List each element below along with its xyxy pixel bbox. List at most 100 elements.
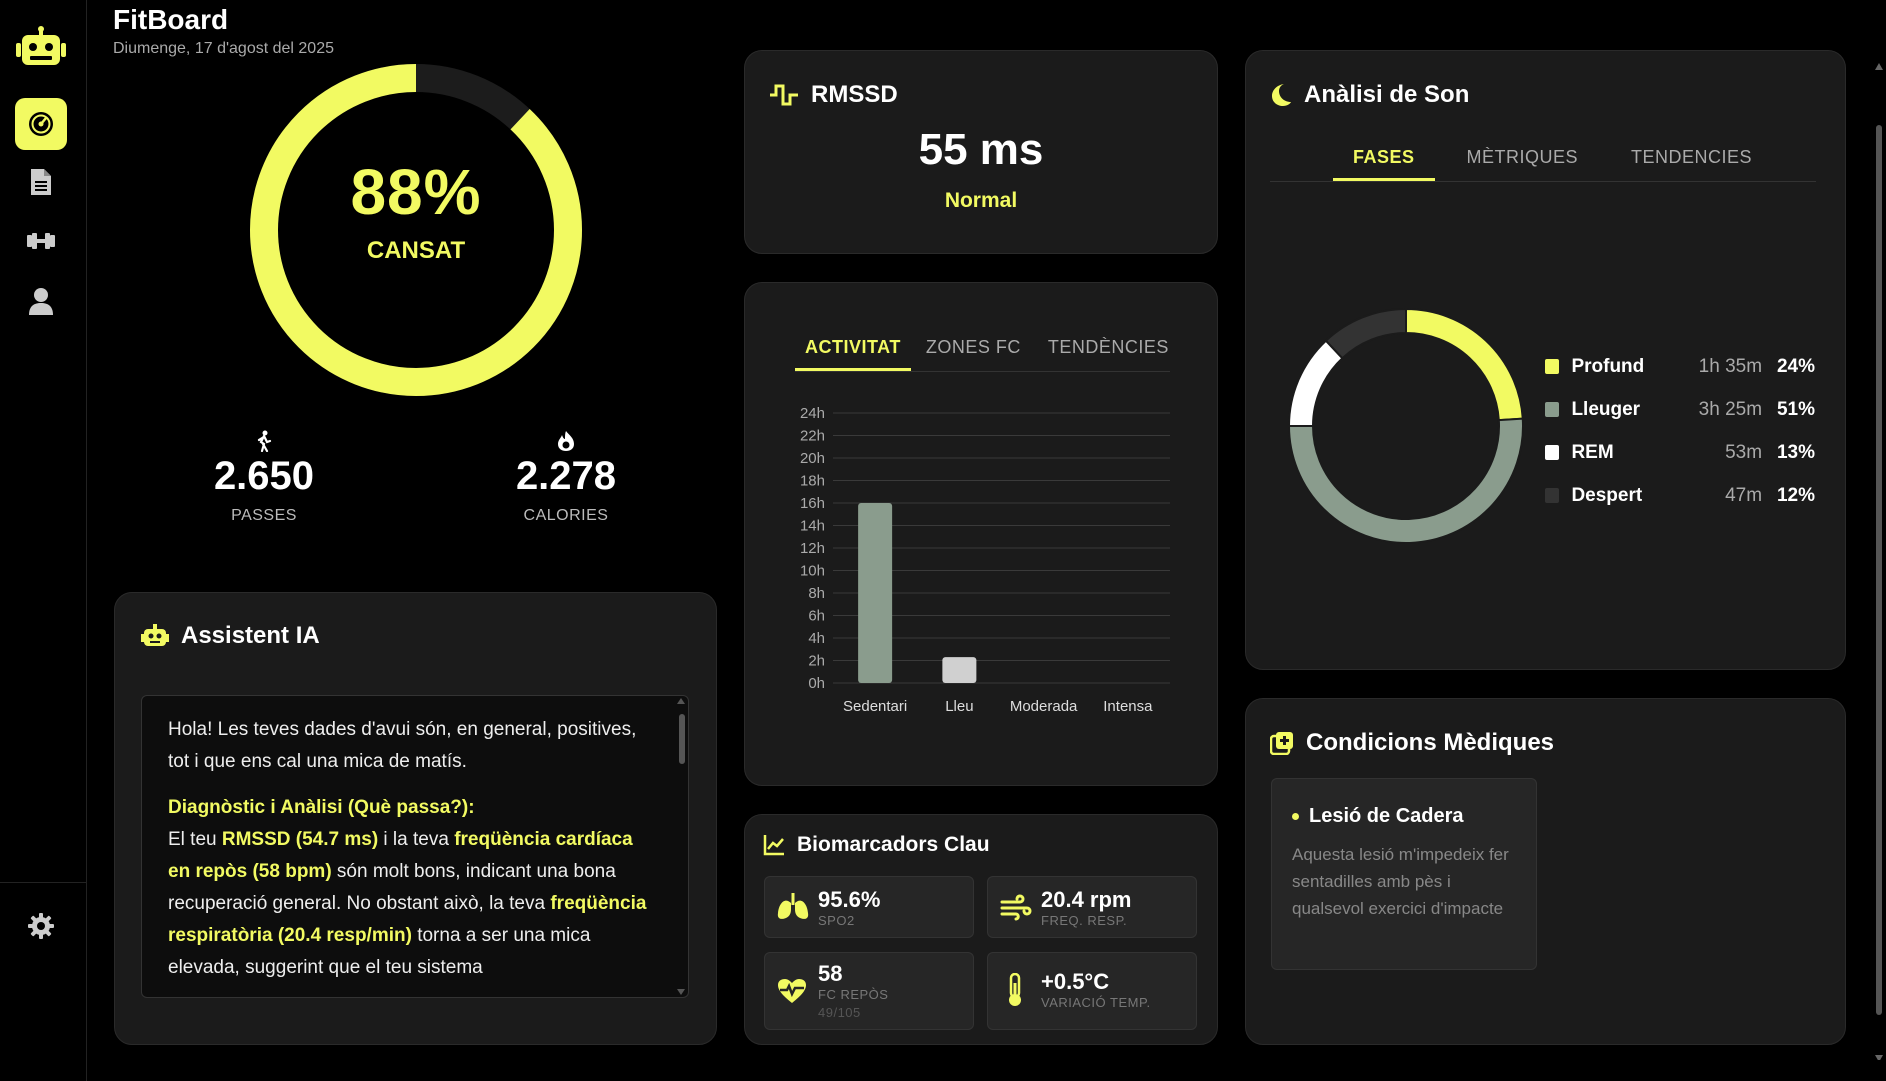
rmssd-card: RMSSD 55 ms Normal xyxy=(744,50,1218,254)
walking-icon xyxy=(257,430,272,452)
document-icon xyxy=(31,169,51,195)
sidebar xyxy=(0,0,87,1081)
y-tick-label: 6h xyxy=(808,608,825,625)
fatigue-gauge xyxy=(250,64,582,396)
donut-slice-profund xyxy=(1405,307,1524,422)
donut-slice-lleuger xyxy=(1287,417,1524,544)
medical-title: Condicions Mèdiques xyxy=(1270,729,1554,757)
scroll-up-icon[interactable] xyxy=(677,698,685,704)
activity-chart: 0h 2h 4h 6h 8h 10h 12h 14h 16h 18h 20h 22h 24h Sedent… xyxy=(800,405,1170,715)
y-tick-label: 8h xyxy=(808,585,825,602)
heart-pulse-icon xyxy=(778,979,806,1003)
y-tick-label: 22h xyxy=(800,428,825,445)
robot-icon[interactable] xyxy=(15,22,67,74)
dashboard-icon xyxy=(29,112,53,136)
medical-condition-card[interactable]: Lesió de Cadera Aquesta lesió m'impedeix… xyxy=(1271,778,1537,970)
fatigue-percent: 88% xyxy=(350,156,482,228)
app-date: Diumenge, 17 d'agost del 2025 xyxy=(113,40,334,57)
moon-icon xyxy=(1272,84,1291,106)
sleep-phases-donut xyxy=(1287,307,1524,544)
y-tick-label: 14h xyxy=(800,518,825,535)
gear-icon xyxy=(28,913,54,939)
medical-condition-desc: Aquesta lesió m'impedeix fer sentadilles… xyxy=(1292,845,1509,918)
chart-line-icon xyxy=(763,835,784,856)
biomarker-temp-variation: +0.5°C VARIACIÓ TEMP. xyxy=(987,952,1197,1030)
biomarkers-title: Biomarcadors Clau xyxy=(763,833,990,857)
assistant-message-box[interactable]: Hola! Les teves dades d'avui són, en gen… xyxy=(141,695,689,998)
scroll-down-icon[interactable] xyxy=(677,989,685,995)
tab-tendencies-son[interactable]: TENDENCIES xyxy=(1631,147,1753,167)
bullet-icon xyxy=(1292,813,1299,820)
sidebar-divider xyxy=(0,882,87,883)
biomarker-spo2: 95.6% SPO2 xyxy=(764,876,974,938)
fatigue-label: CANSAT xyxy=(366,237,466,264)
sidebar-item-workouts[interactable] xyxy=(15,215,67,267)
legend-row-lleuger: Lleuger 3h 25m 51% xyxy=(1545,388,1815,431)
sleep-legend: Profund 1h 35m 24% Lleuger 3h 25m 51% RE… xyxy=(1545,345,1815,517)
legend-swatch xyxy=(1545,359,1560,374)
tab-tendencies[interactable]: TENDÈNCIES xyxy=(1047,337,1169,357)
y-tick-label: 18h xyxy=(800,473,825,490)
x-tick-label: Sedentari xyxy=(843,698,907,715)
tab-zones-fc[interactable]: ZONES FC xyxy=(925,337,1021,357)
thermometer-icon xyxy=(1009,973,1021,1006)
legend-swatch xyxy=(1545,402,1560,417)
y-tick-label: 2h xyxy=(808,653,825,670)
biomarkers-card: Biomarcadors Clau 95.6% SPO2 20.4 rpm FR… xyxy=(744,814,1218,1045)
legend-row-profund: Profund 1h 35m 24% xyxy=(1545,345,1815,388)
app-title: FitBoard xyxy=(113,4,229,35)
steps-stat: 2.650 PASSES xyxy=(164,430,364,525)
tab-activitat[interactable]: ACTIVITAT xyxy=(795,337,911,371)
rmssd-value: 55 ms xyxy=(918,125,1044,174)
y-tick-label: 0h xyxy=(808,675,825,692)
assistant-heading: Diagnòstic i Anàlisi (Què passa?): xyxy=(168,797,475,818)
sidebar-item-dashboard[interactable] xyxy=(15,98,67,150)
pulse-wave-icon xyxy=(770,84,798,106)
rmssd-status: Normal xyxy=(944,189,1018,212)
y-tick-label: 4h xyxy=(808,630,825,647)
legend-row-despert: Despert 47m 12% xyxy=(1545,474,1815,517)
bar-sedentari xyxy=(858,503,893,683)
tab-fases[interactable]: FASES xyxy=(1333,147,1435,181)
flame-icon xyxy=(558,431,574,451)
rmssd-title: RMSSD xyxy=(769,81,898,109)
x-tick-label: Intensa xyxy=(1103,698,1153,715)
sidebar-item-settings[interactable] xyxy=(15,900,67,952)
steps-value: 2.650 xyxy=(213,454,315,498)
sidebar-item-profile[interactable] xyxy=(15,275,67,327)
medical-condition-title: Lesió de Cadera xyxy=(1292,805,1464,828)
x-tick-label: Moderada xyxy=(1010,698,1078,715)
lungs-icon xyxy=(777,893,809,919)
y-tick-label: 16h xyxy=(800,495,825,512)
assistant-analysis: El teu RMSSD (54.7 ms) i la teva freqüèn… xyxy=(168,829,647,978)
assistant-scrollbar[interactable] xyxy=(679,714,685,764)
y-tick-label: 10h xyxy=(800,563,825,580)
donut-slice-despert xyxy=(1324,307,1407,360)
fatigue-readout: 88% CANSAT xyxy=(246,155,586,265)
biomarker-resp-rate: 20.4 rpm FREQ. RESP. xyxy=(987,876,1197,938)
calories-stat: 2.278 CALORIES xyxy=(466,430,666,525)
dumbbell-icon xyxy=(27,233,55,249)
assistant-intro: Hola! Les teves dades d'avui són, en gen… xyxy=(168,719,637,772)
legend-swatch xyxy=(1545,445,1560,460)
legend-swatch xyxy=(1545,488,1560,503)
page-scrollbar[interactable] xyxy=(1872,60,1886,1062)
assistant-title: Assistent IA xyxy=(141,622,320,650)
calories-label: CALORIES xyxy=(523,507,609,524)
sleep-title: Anàlisi de Son xyxy=(1270,81,1469,109)
steps-label: PASSES xyxy=(231,507,297,524)
wind-icon xyxy=(1000,894,1032,921)
medical-kit-icon xyxy=(1270,732,1293,755)
y-tick-label: 12h xyxy=(800,540,825,557)
donut-slice-rem xyxy=(1287,339,1344,427)
sidebar-item-documents[interactable] xyxy=(15,156,67,208)
activity-card: ACTIVITAT ZONES FC TENDÈNCIES 0h 2h 4h 6h 8h… xyxy=(744,282,1218,786)
tab-metriques[interactable]: MÈTRIQUES xyxy=(1466,147,1579,167)
biomarker-resting-hr: 58 FC REPÒS 49/105 xyxy=(764,952,974,1030)
assistant-message: Hola! Les teves dades d'avui són, en gen… xyxy=(168,714,658,984)
y-tick-label: 24h xyxy=(800,405,825,422)
bar-lleu xyxy=(942,657,977,683)
robot-icon xyxy=(141,624,169,646)
x-tick-label: Lleu xyxy=(945,698,973,715)
y-tick-label: 20h xyxy=(800,450,825,467)
